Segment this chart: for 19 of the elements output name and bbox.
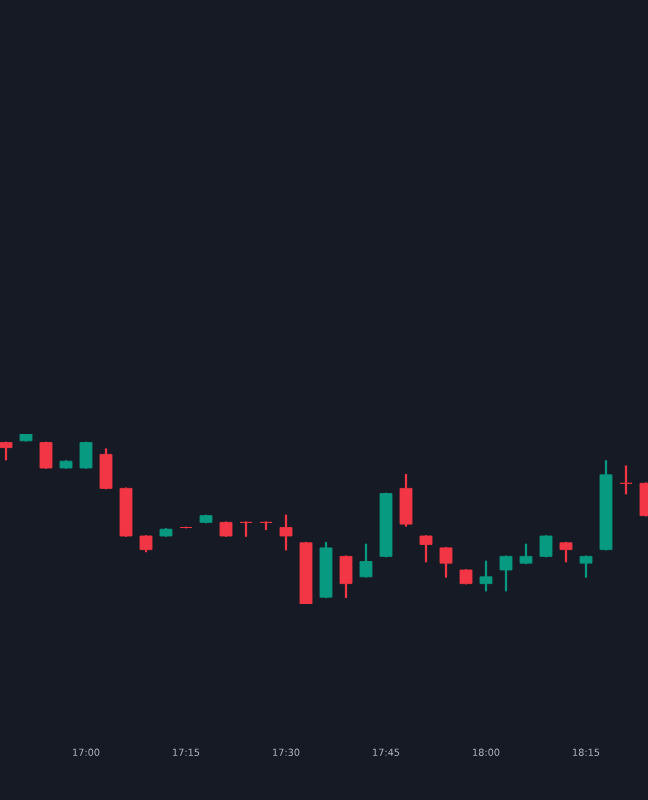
- candlestick: [239, 521, 253, 538]
- candlestick: [559, 541, 573, 563]
- candlestick: [419, 534, 433, 563]
- candlestick: [539, 534, 553, 558]
- candlestick: [39, 441, 53, 470]
- candlestick: [399, 473, 413, 527]
- candlestick: [479, 560, 493, 592]
- candlestick: [439, 546, 453, 578]
- candlestick: [99, 448, 113, 490]
- candlestick: [119, 487, 133, 538]
- candlestick: [79, 441, 93, 470]
- candlestick: [619, 465, 633, 495]
- candlestick: [259, 521, 273, 531]
- candlestick: [279, 514, 293, 551]
- candlestick: [359, 543, 373, 578]
- candlestick: [339, 555, 353, 599]
- candlestick: [519, 543, 533, 565]
- candlestick: [499, 555, 513, 592]
- candlestick: [579, 555, 593, 578]
